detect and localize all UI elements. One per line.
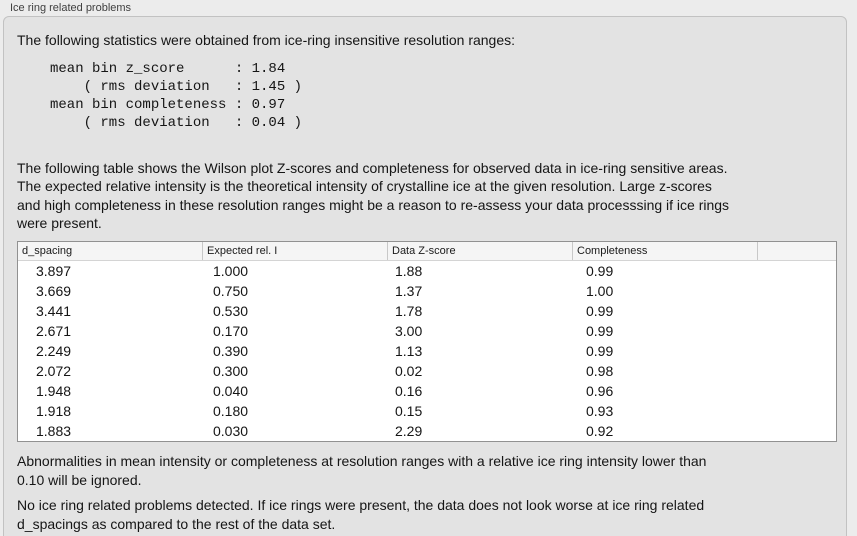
column-header-stub <box>758 242 836 260</box>
table-cell: 0.030 <box>213 422 249 439</box>
table-cell: 1.000 <box>213 262 249 279</box>
table-cell: 0.02 <box>395 362 423 379</box>
text-line: d_spacings as compared to the rest of th… <box>17 515 336 532</box>
text-line: The expected relative intensity is the t… <box>17 178 712 194</box>
table-cell: 1.88 <box>395 262 423 279</box>
table-cell-stub <box>758 401 836 421</box>
column-header-d-spacing[interactable]: d_spacing <box>18 241 203 260</box>
table-cell-stub <box>758 281 836 301</box>
table-header-row: d_spacing Expected rel. I Data Z-score C… <box>18 241 836 261</box>
text-line: ( rms deviation : 1.45 ) <box>50 78 303 95</box>
table-cell: 1.78 <box>395 302 423 319</box>
table-cell: 0.99 <box>586 342 614 359</box>
table-cell: 2.671 <box>36 322 72 339</box>
ice-ring-table: d_spacing Expected rel. I Data Z-score C… <box>17 240 837 442</box>
table-body: 3.897 1.000 1.88 0.99 3.669 0.750 1.37 1.00 3.44… <box>18 261 836 441</box>
table-cell: 3.669 <box>36 282 72 299</box>
table-cell: 0.390 <box>213 342 249 359</box>
table-cell: 0.180 <box>213 402 249 419</box>
table-cell: 0.98 <box>586 362 614 379</box>
table-cell: 3.00 <box>395 322 423 339</box>
table-cell: 2.072 <box>36 362 72 379</box>
table-cell: 0.170 <box>213 322 249 339</box>
table-cell: 0.16 <box>395 382 423 399</box>
table-cell: 3.441 <box>36 302 72 319</box>
table-cell: 2.29 <box>395 422 423 439</box>
table-row[interactable]: 1.883 0.030 2.29 0.92 <box>18 421 836 441</box>
table-row[interactable]: 3.441 0.530 1.78 0.99 <box>18 301 836 321</box>
text-line: mean bin completeness : 0.97 <box>50 96 286 113</box>
table-cell: 2.249 <box>36 342 72 359</box>
text-line: ( rms deviation : 0.04 ) <box>50 114 303 131</box>
column-header-completeness[interactable]: Completeness <box>573 241 758 260</box>
table-cell: 1.883 <box>36 422 72 439</box>
table-row[interactable]: 2.249 0.390 1.13 0.99 <box>18 341 836 361</box>
column-header-expected-rel-i[interactable]: Expected rel. I <box>203 241 388 260</box>
text-line: were present. <box>17 215 102 231</box>
table-cell: 0.93 <box>586 402 614 419</box>
table-row[interactable]: 1.948 0.040 0.16 0.96 <box>18 381 836 401</box>
table-row[interactable]: 2.671 0.170 3.00 0.99 <box>18 321 836 341</box>
text-line: 0.10 will be ignored. <box>17 471 142 488</box>
table-cell: 1.00 <box>586 282 614 299</box>
table-cell: 1.918 <box>36 402 72 419</box>
table-cell: 1.13 <box>395 342 423 359</box>
table-cell: 0.530 <box>213 302 249 319</box>
table-cell: 0.040 <box>213 382 249 399</box>
table-cell: 3.897 <box>36 262 72 279</box>
text-line: Abnormalities in mean intensity or compl… <box>17 452 707 469</box>
ice-ring-panel: The following statistics were obtained f… <box>3 16 847 536</box>
table-cell: 0.99 <box>586 302 614 319</box>
table-cell: 1.37 <box>395 282 423 299</box>
table-cell-stub <box>758 301 836 321</box>
table-cell: 0.750 <box>213 282 249 299</box>
table-row[interactable]: 1.918 0.180 0.15 0.93 <box>18 401 836 421</box>
table-cell-stub <box>758 421 836 441</box>
table-row[interactable]: 3.897 1.000 1.88 0.99 <box>18 261 836 281</box>
description-text: The following table shows the Wilson plo… <box>17 159 837 233</box>
table-cell: 0.92 <box>586 422 614 439</box>
table-cell: 0.99 <box>586 262 614 279</box>
column-header-data-z-score[interactable]: Data Z-score <box>388 241 573 260</box>
table-cell-stub <box>758 261 836 281</box>
page-title: Ice ring related problems <box>10 2 132 14</box>
table-row[interactable]: 3.669 0.750 1.37 1.00 <box>18 281 836 301</box>
table-cell-stub <box>758 321 836 341</box>
table-row[interactable]: 2.072 0.300 0.02 0.98 <box>18 361 836 381</box>
table-cell: 0.15 <box>395 402 423 419</box>
stats-block: mean bin z_score : 1.84 ( rms deviation … <box>50 60 837 132</box>
table-cell: 0.99 <box>586 322 614 339</box>
table-cell-stub <box>758 361 836 381</box>
table-cell: 0.300 <box>213 362 249 379</box>
table-cell: 1.948 <box>36 382 72 399</box>
text-line: and high completeness in these resolutio… <box>17 196 730 213</box>
table-cell: 0.96 <box>586 382 614 399</box>
conclusion-text: No ice ring related problems detected. I… <box>17 496 837 534</box>
text-line: The following table shows the Wilson plo… <box>17 159 728 176</box>
text-line: No ice ring related problems detected. I… <box>17 496 705 513</box>
intro-text: The following statistics were obtained f… <box>17 32 516 48</box>
table-cell-stub <box>758 381 836 401</box>
text-line: mean bin z_score : 1.84 <box>50 60 286 77</box>
table-cell-stub <box>758 341 836 361</box>
ignore-note-text: Abnormalities in mean intensity or compl… <box>17 452 837 490</box>
